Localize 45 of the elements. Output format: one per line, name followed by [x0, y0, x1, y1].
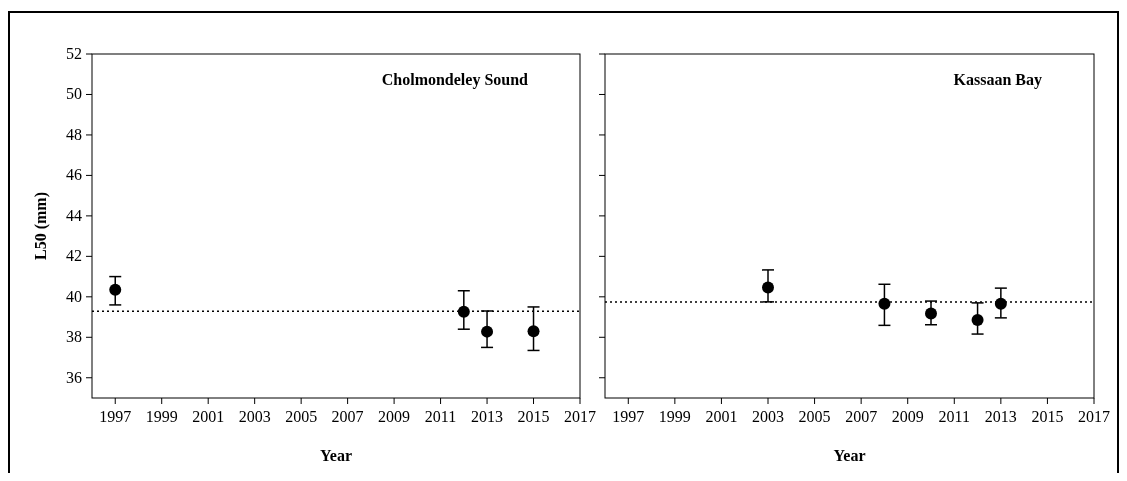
y-axis-title: L50 (mm) [32, 192, 50, 260]
x-tick-label: 2013 [471, 408, 504, 425]
x-tick-label: 2001 [705, 408, 738, 425]
x-tick-label: 1997 [612, 408, 645, 425]
x-axis-title: Year [320, 447, 352, 464]
y-tick-label: 50 [66, 85, 82, 103]
x-axis-title: Year [833, 447, 866, 464]
point [971, 314, 984, 327]
y-tick-label: 38 [66, 328, 82, 346]
point [878, 297, 891, 310]
y-tick-label: 46 [66, 166, 82, 184]
point [994, 297, 1007, 310]
x-tick-label: 2011 [938, 408, 970, 425]
y-tick-label: 52 [66, 45, 82, 62]
y-tick-label: 40 [66, 287, 82, 305]
x-tick-label: 2005 [798, 408, 831, 425]
x-tick-label: 2011 [424, 408, 457, 425]
x-tick-label: 2007 [845, 408, 878, 425]
y-tick-label: 48 [66, 125, 82, 143]
point [109, 283, 122, 296]
x-tick-label: 2005 [285, 408, 318, 425]
text: Kassaan Bay [953, 71, 1042, 89]
x-tick-label: 2003 [752, 408, 784, 425]
point [457, 305, 470, 318]
point [481, 325, 494, 338]
point [527, 325, 540, 338]
x-tick-label: 2003 [238, 408, 271, 425]
x-tick-label: 1999 [658, 408, 691, 425]
x-tick-label: 1999 [145, 408, 178, 425]
x-tick-label: 2007 [331, 408, 364, 425]
x-tick-label: 2009 [891, 408, 924, 425]
point [925, 307, 937, 320]
y-tick-label: 44 [66, 206, 82, 224]
text: Cholmondeley Sound [381, 71, 529, 89]
y-tick-label: 36 [66, 368, 82, 386]
point [762, 281, 774, 294]
x-tick-label: 1997 [99, 408, 132, 425]
x-tick-label: 2017 [1078, 408, 1110, 425]
x-tick-label: 2017 [564, 408, 596, 425]
x-tick-label: 2015 [517, 408, 550, 425]
x-tick-label: 2013 [984, 408, 1017, 425]
y-tick-label: 42 [66, 247, 82, 265]
x-tick-label: 2015 [1031, 408, 1064, 425]
x-tick-label: 2009 [378, 408, 411, 425]
x-tick-label: 2001 [192, 408, 225, 425]
